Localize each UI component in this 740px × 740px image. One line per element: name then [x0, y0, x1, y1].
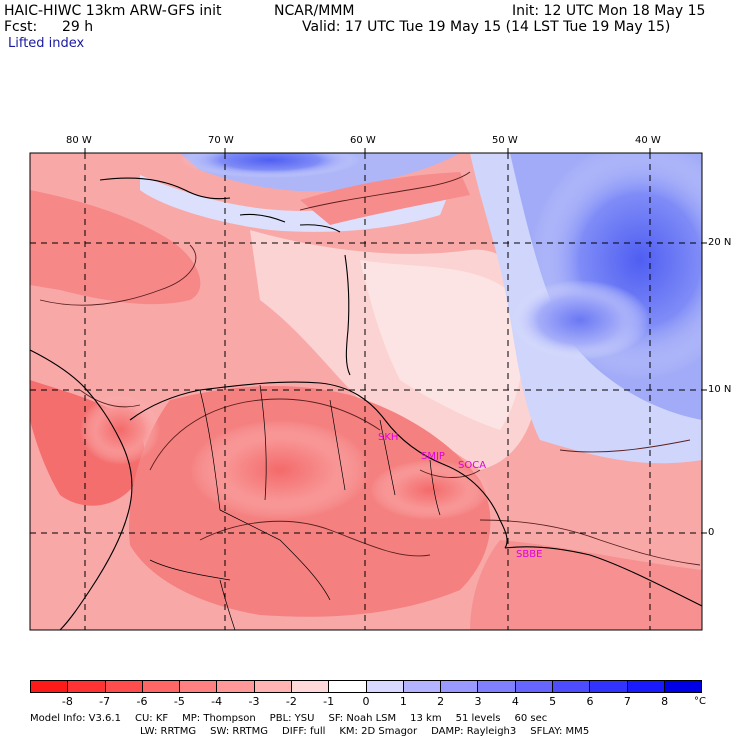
colorbar-tick-label: -8: [61, 695, 73, 708]
colorbar-tick-label: 6: [586, 695, 594, 708]
lon-label-40w: 40 W: [635, 135, 661, 146]
colorbar: [30, 680, 702, 693]
colorbar-tick-label: -4: [211, 695, 223, 708]
unstable-caribbean: [30, 190, 201, 305]
model-info-item: MP: Thompson: [182, 713, 256, 724]
colorbar-swatch: [254, 681, 292, 692]
lon-label-50w: 50 W: [492, 135, 518, 146]
lon-label-80w: 80 W: [66, 135, 92, 146]
colorbar-swatch: [180, 681, 218, 692]
model-info-item: DIFF: full: [282, 726, 326, 737]
colorbar-tick-label: 2: [437, 695, 445, 708]
colorbar-tick-label: 4: [511, 695, 519, 708]
colorbar-swatch: [515, 681, 553, 692]
colorbar-swatch: [217, 681, 255, 692]
model-info-item: 60 sec: [514, 713, 548, 724]
colorbar-tick-label: -5: [173, 695, 185, 708]
model-title: HAIC-HIWC 13km ARW-GFS init: [4, 3, 222, 19]
colorbar-swatch: [664, 681, 702, 692]
colorbar-swatch: [441, 681, 479, 692]
model-info-item: 51 levels: [455, 713, 501, 724]
colorbar-tick-label: -6: [136, 695, 148, 708]
center-label: NCAR/MMM: [274, 3, 355, 19]
colorbar-tick-label: 3: [474, 695, 482, 708]
lat-label-10n: 10 N: [708, 384, 732, 395]
colorbar-swatch: [403, 681, 442, 692]
map-frame: [29, 152, 703, 631]
colorbar-swatch: [31, 681, 69, 692]
model-info-item: DAMP: Rayleigh3: [431, 726, 517, 737]
forecast-label: Fcst:: [4, 19, 38, 35]
stable-band-fringe: [140, 175, 450, 232]
unstable-core-venezuela: [190, 420, 370, 520]
colorbar-swatch: [142, 681, 181, 692]
li-contours: [39, 171, 701, 566]
model-info-item: 13 km: [410, 713, 442, 724]
station-soca: SOCA: [458, 460, 487, 471]
model-info-item: Model Info: V3.6.1: [30, 713, 121, 724]
station-sbbe: SBBE: [516, 549, 543, 560]
model-info-item: SW: RRTMG: [210, 726, 269, 737]
colorbar-tick-label: -2: [285, 695, 297, 708]
lat-label-0: 0: [708, 527, 715, 538]
model-info-item: LW: RRTMG: [140, 726, 197, 737]
lon-label-60w: 60 W: [350, 135, 376, 146]
valid-time: Valid: 17 UTC Tue 19 May 15 (14 LST Tue …: [302, 19, 671, 35]
colorbar-tick-label: 7: [623, 695, 631, 708]
colorbar-swatch: [590, 681, 628, 692]
model-info-item: PBL: YSU: [269, 713, 315, 724]
unstable-core-guiana: [370, 460, 490, 520]
station-smjp: SMJP: [421, 451, 445, 462]
neutral-zone-2: [360, 260, 524, 430]
colorbar-swatch: [552, 681, 591, 692]
model-info-item: KM: 2D Smagor: [339, 726, 418, 737]
graticule: [30, 153, 702, 630]
stable-band-core: [180, 153, 360, 178]
axis-ticks: [84, 148, 707, 534]
colorbar-swatch: [105, 681, 143, 692]
station-skh: SKH: [378, 432, 399, 443]
model-info-item: SFLAY: MM5: [530, 726, 590, 737]
model-info-line-2: LW: RRTMG SW: RRTMG DIFF: full KM: 2D Smago…: [140, 726, 603, 738]
country-borders: [149, 384, 441, 630]
colorbar-swatch: [291, 681, 330, 692]
unstable-south-east: [470, 540, 702, 630]
colorbar-swatch: [329, 681, 367, 692]
model-info-item: CU: KF: [134, 713, 169, 724]
colorbar-tick-label: 8: [661, 695, 669, 708]
colorbar-tick-label: -1: [323, 695, 335, 708]
lon-label-70w: 70 W: [208, 135, 234, 146]
map-field: [30, 153, 702, 630]
colorbar-tick-label: 0: [362, 695, 370, 708]
stable-core-central: [510, 280, 650, 360]
colorbar-tick-label: -7: [99, 695, 111, 708]
colorbar-swatch: [478, 681, 516, 692]
colorbar-tick-label: 1: [399, 695, 407, 708]
colorbar-unit: °C: [694, 696, 706, 707]
model-info-line-1: Model Info: V3.6.1 CU: KF MP: Thompson PBL:…: [30, 713, 561, 725]
model-info-item: SF: Noah LSM: [328, 713, 397, 724]
field-name: Lifted index: [8, 36, 85, 51]
colorbar-tick-label: -3: [248, 695, 260, 708]
colorbar-tick-label: 5: [549, 695, 557, 708]
init-time: Init: 12 UTC Mon 18 May 15: [512, 3, 706, 19]
forecast-hour: 29 h: [62, 19, 94, 35]
unstable-north-band: [300, 172, 470, 225]
unstable-core-panama: [80, 395, 160, 465]
colorbar-swatch: [627, 681, 665, 692]
colorbar-swatch: [68, 681, 106, 692]
lat-label-20n: 20 N: [708, 237, 732, 248]
colorbar-swatch: [366, 681, 404, 692]
